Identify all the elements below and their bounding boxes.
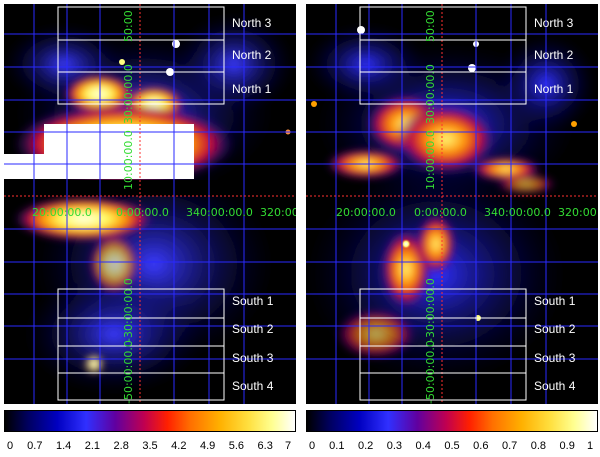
colorbar-tick-label: 0.7 [501,440,518,452]
colorbar-tick-label: 3.5 [142,440,158,452]
right-map-svg: North 3 North 2 North 1 South 1 South 2 … [306,4,598,404]
colorbar-tick-label: 7 [284,440,292,452]
left-label-north-2: North 2 [232,48,272,62]
right-lat-label: 50:00 [424,10,437,42]
colorbar-tick-label: 0.2 [357,440,374,452]
right-region-boxes [359,6,527,401]
left-lon-label: 320:00 [260,206,296,219]
right-map-panel: North 3 North 2 North 1 South 1 South 2 … [306,4,598,404]
right-lon-label: 0:00:00.0 [414,206,467,219]
right-point-source [571,121,577,127]
colorbar-tick-label: 0.7 [27,440,43,452]
right-lon-label: 320:00 [558,206,597,219]
right-label-north-3: North 3 [534,16,574,30]
left-label-south-4: South 4 [232,379,274,393]
left-colorbar-ticks: 0 0.7 1.4 2.1 2.8 3.5 4.2 4.9 5.6 6.3 7 [0,440,300,456]
right-point-source [311,101,317,107]
right-bright-emission [326,94,556,359]
right-label-south-2: South 2 [534,322,576,336]
colorbar-tick-label: 0 [308,440,316,452]
colorbar-tick-label: 5.6 [228,440,245,452]
left-region-boxes [57,6,225,401]
right-lon-label: 340:00:00.0 [484,206,551,219]
left-coordinate-grid [4,4,296,404]
colorbar-tick-label: 2.1 [84,440,101,452]
left-label-south-1: South 1 [232,294,274,308]
right-galactic-axes [306,4,598,404]
right-coordinate-grid [306,4,598,404]
left-lat-label: -50:00:00.0 [122,340,135,404]
right-lat-label: -30:00:00.0 [424,278,437,342]
left-lon-label: 0:00:00.0 [116,206,169,219]
colorbar-tick-label: 0.9 [559,440,575,452]
right-lon-label: 20:00:00.0 [336,206,396,219]
colorbar-tick-label: 0.1 [329,440,345,452]
right-label-north-2: North 2 [534,48,574,62]
left-lat-label: 10:00:00.0 [122,130,135,190]
left-colorbar [4,410,296,432]
colorbar-tick-label: 6.3 [257,440,273,452]
left-lon-label: 340:00:00.0 [186,206,253,219]
left-lat-label: -30:00:00.0 [122,278,135,342]
colorbar-tick-label: 1.4 [55,440,72,452]
left-label-south-2: South 2 [232,322,274,336]
right-label-south-3: South 3 [534,351,576,365]
right-label-south-4: South 4 [534,379,576,393]
colorbar-tick-label: 0.8 [530,440,547,452]
right-label-south-1: South 1 [534,294,576,308]
left-saturated-core [44,124,194,179]
right-lat-label: 10:00:00.0 [424,130,437,190]
colorbar-tick-label: 0.5 [444,440,460,452]
right-lat-label: 30:00:00.0 [424,64,437,124]
right-colorbar [306,410,598,432]
colorbar-tick-label: 2.8 [113,440,129,452]
colorbar-tick-label: 0 [6,440,14,452]
colorbar-tick-label: 0.4 [415,440,431,452]
right-point-source [357,26,365,34]
left-lon-label: 20:00:00.0 [32,206,92,219]
right-colorbar-ticks: 0 0.1 0.2 0.3 0.4 0.5 0.6 0.7 0.8 0.9 1 [302,440,600,456]
colorbar-tick-label: 0.3 [386,440,403,452]
left-point-source [119,59,125,65]
left-map-svg: North 3 North 2 North 1 South 1 South 2 … [4,4,296,404]
left-lat-label: 30:00:00.0 [122,64,135,124]
right-point-source [401,239,411,249]
left-point-source [172,40,180,48]
left-label-north-1: North 1 [232,82,272,96]
right-point-source [468,64,476,72]
colorbar-tick-label: 4.2 [171,440,187,452]
left-lat-label: 50:00 [122,10,135,42]
colorbar-tick-label: 1 [586,440,594,452]
colorbar-tick-label: 4.9 [199,440,216,452]
left-label-north-3: North 3 [232,16,272,30]
left-map-panel: North 3 North 2 North 1 South 1 South 2 … [4,4,296,404]
left-label-south-3: South 3 [232,351,274,365]
left-galactic-axes [4,4,296,404]
colorbar-tick-label: 0.6 [473,440,489,452]
right-lat-label: -50:00:00.0 [424,340,437,404]
left-masked-band [4,180,296,196]
right-label-north-1: North 1 [534,82,574,96]
